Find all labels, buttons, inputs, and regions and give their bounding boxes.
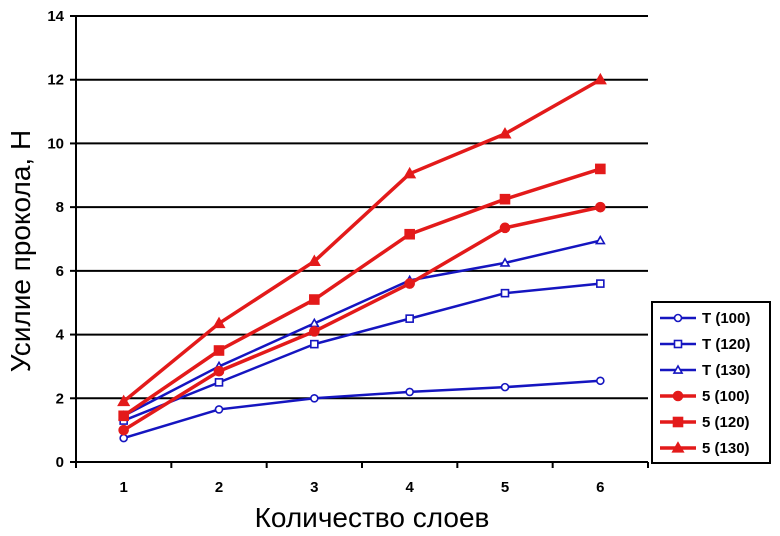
legend-marker-3 (672, 390, 684, 402)
data-point-5-5 (593, 72, 607, 85)
data-point-3-3 (404, 278, 415, 289)
data-point-0-5 (596, 376, 605, 386)
y-tick-label-4: 4 (56, 327, 65, 344)
legend-label-5: 5 (130) (702, 440, 750, 457)
legend-marker-1 (673, 339, 683, 349)
data-point-3-2 (309, 326, 320, 337)
data-point-0-2 (310, 393, 319, 403)
y-tick-label-12: 12 (47, 72, 64, 89)
data-point-4-4 (499, 193, 511, 205)
series-line-1 (123, 282, 601, 422)
data-point-3-5 (595, 201, 606, 213)
legend-marker-4 (672, 416, 684, 428)
y-tick-label-0: 0 (56, 454, 64, 471)
series-2 (118, 234, 606, 420)
data-point-2-5 (594, 234, 606, 245)
series-3 (118, 201, 606, 436)
y-tick-label-8: 8 (56, 199, 64, 216)
data-point-0-0 (119, 433, 128, 443)
data-point-1-3 (405, 314, 414, 323)
data-point-1-5 (596, 279, 605, 288)
y-tick-label-14: 14 (47, 8, 64, 25)
x-tick-label-6: 6 (596, 479, 604, 496)
data-point-5-2 (307, 254, 321, 266)
series-5 (117, 72, 607, 407)
legend-label-1: T (120) (702, 336, 750, 353)
series-line-2 (123, 239, 601, 417)
x-tick-label-4: 4 (405, 479, 414, 496)
data-point-4-2 (309, 294, 320, 305)
series-group (117, 72, 607, 443)
data-point-1-1 (214, 378, 224, 387)
legend-label-2: T (130) (702, 362, 750, 379)
series-line-3 (122, 205, 601, 432)
data-point-5-1 (212, 316, 226, 329)
data-point-3-4 (499, 222, 511, 234)
legend-label-4: 5 (120) (702, 414, 750, 431)
series-line-0 (123, 379, 601, 440)
legend: T (100) T (120) T (130) 5 (100) 5 (120) 5 (13… (651, 301, 771, 464)
legend-box (651, 301, 771, 464)
data-point-0-1 (214, 405, 224, 414)
y-tick-label-2: 2 (56, 390, 64, 407)
y-axis-title: Усилие прокола, Н (5, 130, 36, 372)
data-point-4-5 (595, 163, 606, 175)
y-tick-label-10: 10 (47, 135, 64, 152)
data-point-2-4 (499, 257, 511, 267)
legend-marker-5 (671, 441, 685, 453)
series-0 (119, 376, 605, 443)
data-point-1-2 (310, 339, 319, 349)
gridlines (76, 15, 648, 400)
legend-marker-0 (673, 313, 683, 323)
y-tick-label-6: 6 (56, 263, 64, 280)
data-point-5-4 (498, 127, 512, 139)
x-axis-title: Количество слоев (255, 502, 490, 533)
data-point-4-0 (118, 410, 129, 422)
data-point-4-3 (404, 228, 415, 240)
data-point-5-3 (403, 166, 417, 179)
legend-label-0: T (100) (702, 310, 750, 327)
data-point-1-4 (500, 288, 510, 298)
x-tick-label-2: 2 (215, 479, 223, 496)
x-axis-ticks: 1 2 3 4 5 6 (75, 462, 649, 496)
x-tick-label-1: 1 (119, 479, 127, 496)
x-tick-label-3: 3 (310, 479, 318, 496)
data-point-5-0 (117, 394, 131, 407)
data-point-4-1 (213, 345, 225, 356)
data-point-0-4 (500, 382, 510, 392)
legend-marker-2 (672, 364, 684, 374)
series-line-5 (122, 78, 602, 403)
legend-label-3: 5 (100) (702, 388, 750, 405)
data-point-0-3 (405, 387, 414, 397)
data-point-2-2 (308, 317, 320, 328)
data-point-3-1 (213, 365, 225, 377)
data-point-3-0 (118, 424, 129, 436)
x-tick-label-5: 5 (501, 479, 509, 496)
series-line-4 (122, 167, 601, 418)
y-axis-ticks: 0 2 4 6 8 10 12 14 (47, 8, 76, 471)
series-4 (118, 163, 606, 422)
